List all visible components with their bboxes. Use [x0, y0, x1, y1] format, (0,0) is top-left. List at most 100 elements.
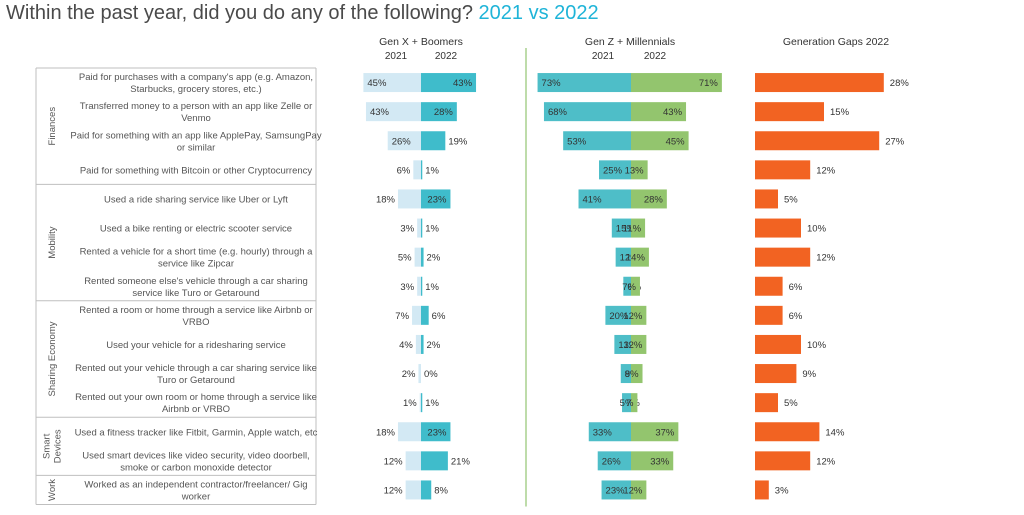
- bar-generation-gap: [755, 131, 880, 151]
- bar-generation-gap: [755, 364, 797, 384]
- bar-genx-2021: [363, 73, 421, 93]
- bar-genx-2022: [421, 334, 424, 354]
- bar-genz-2021: [563, 131, 631, 151]
- bar-genx-2021: [412, 305, 421, 325]
- category-label: Transferred money to a person with an ap…: [80, 101, 313, 124]
- data-label-genx-2021: 12%: [384, 456, 404, 467]
- bar-genz-2022: [631, 73, 722, 93]
- bar-genx-2022: [421, 73, 477, 93]
- data-label-genz-2022: 45%: [666, 136, 686, 147]
- bar-genz-2022: [631, 131, 689, 151]
- data-label-generation-gap: 5%: [784, 398, 798, 409]
- data-label-genz-2022: 11%: [623, 224, 642, 235]
- data-label-genx-2021: 18%: [376, 427, 396, 438]
- group-label: Work: [47, 479, 58, 501]
- data-label-generation-gap: 10%: [807, 340, 827, 351]
- data-label-generation-gap: 27%: [885, 136, 905, 147]
- bar-genz-2021: [620, 364, 631, 384]
- bar-genz-2021: [578, 189, 631, 209]
- bar-genx-2021: [415, 334, 421, 354]
- bar-genz-2022: [631, 218, 646, 238]
- data-label-genz-2022: 28%: [644, 194, 664, 205]
- bar-genx-2021: [414, 247, 421, 267]
- data-label-genz-2021: 26%: [602, 456, 622, 467]
- category-label: Paid for something with an app like Appl…: [70, 130, 321, 153]
- bar-genz-2022: [631, 480, 647, 500]
- data-label-genz-2022: 12%: [623, 340, 643, 351]
- bar-genx-2021: [417, 276, 421, 296]
- data-label-generation-gap: 12%: [816, 253, 836, 264]
- bar-generation-gap: [755, 305, 783, 325]
- bar-genx-2021: [397, 422, 421, 442]
- bar-genz-2022: [631, 189, 667, 209]
- bar-genz-2022: [631, 364, 643, 384]
- bar-genx-2021: [387, 131, 421, 151]
- data-label-genx-2022: 1%: [425, 282, 439, 293]
- data-label-genz-2022: 7%: [622, 282, 636, 293]
- group-label: Finances: [47, 107, 58, 146]
- category-label: Used a ride sharing service like Uber or…: [104, 194, 288, 205]
- data-label-genz-2022: 37%: [655, 427, 675, 438]
- data-label-genx-2022: 1%: [425, 224, 439, 235]
- data-label-genz-2021: 20%: [609, 311, 629, 322]
- bar-genx-2021: [413, 160, 421, 180]
- data-label-genx-2022: 21%: [451, 456, 471, 467]
- data-label-genx-2021: 2%: [402, 369, 416, 380]
- group-labels: Finances Mobility Sharing Economy SmartDevi…: [42, 107, 64, 501]
- data-label-generation-gap: 3%: [775, 485, 789, 496]
- data-label-genx-2022: 1%: [425, 165, 439, 176]
- data-label-genz-2021: 53%: [567, 136, 587, 147]
- bar-genx-2022: [421, 276, 423, 296]
- category-label: Paid for purchases with a company's app …: [79, 72, 313, 95]
- title-highlight: 2021 vs 2022: [478, 2, 599, 24]
- bar-generation-gap: [755, 102, 824, 122]
- category-label: Rented a room or home through a service …: [79, 305, 312, 328]
- data-label-generation-gap: 12%: [816, 165, 836, 176]
- data-label-genz-2022: 33%: [650, 456, 670, 467]
- bar-genx-2022: [421, 131, 446, 151]
- bar-genz-2022: [631, 334, 647, 354]
- data-label-genz-2022: 9%: [625, 369, 639, 380]
- bar-genx-2021: [397, 189, 421, 209]
- bar-genx-2022: [421, 247, 424, 267]
- bar-generation-gap: [755, 160, 811, 180]
- bar-generation-gap: [755, 451, 811, 471]
- data-label-generation-gap: 15%: [830, 107, 850, 118]
- group-label: Mobility: [47, 226, 58, 258]
- panel-headers: Gen X + Boomers 2021 2022 Gen Z + Millennia…: [379, 36, 889, 62]
- data-label-generation-gap: 5%: [784, 194, 798, 205]
- category-label: Rented a vehicle for a short time (e.g. …: [80, 247, 314, 270]
- category-label: Worked as an independent contractor/free…: [84, 479, 307, 502]
- data-label-genz-2022: 14%: [626, 253, 646, 264]
- data-label-genz-2022: 13%: [625, 165, 645, 176]
- bar-genz-2021: [588, 422, 631, 442]
- data-label-genz-2022: 5%: [620, 398, 634, 409]
- data-label-genx-2021: 3%: [400, 224, 414, 235]
- category-label: Rented someone else's vehicle through a …: [84, 276, 308, 299]
- group-label: Sharing Economy: [47, 321, 58, 396]
- bar-genz-2022: [631, 160, 648, 180]
- data-label-genx-2022: 8%: [434, 485, 448, 496]
- data-label-genx-2022: 19%: [448, 136, 468, 147]
- category-label: Rented out your vehicle through a car sh…: [75, 363, 317, 386]
- chart-title: Within the past year, did you do any of …: [6, 2, 599, 25]
- bar-genz-2021: [622, 393, 631, 413]
- bar-generation-gap: [755, 276, 783, 296]
- data-label-generation-gap: 6%: [789, 282, 803, 293]
- data-label-genx-2022: 43%: [453, 78, 473, 89]
- data-label-genx-2022: 23%: [427, 427, 447, 438]
- data-label-genx-2022: 2%: [427, 253, 441, 264]
- bar-generation-gap: [755, 218, 801, 238]
- bar-genz-2021: [615, 247, 631, 267]
- year-label-2021: 2021: [385, 51, 408, 62]
- group-label: SmartDevices: [42, 429, 64, 463]
- data-label-generation-gap: 28%: [890, 78, 910, 89]
- bar-genz-2022: [631, 393, 638, 413]
- year-label-2022: 2022: [435, 51, 458, 62]
- bar-genz-2021: [597, 451, 631, 471]
- data-label-genx-2021: 45%: [367, 78, 387, 89]
- bar-genx-2022: [421, 422, 451, 442]
- data-label-genz-2021: 23%: [606, 485, 626, 496]
- data-label-generation-gap: 6%: [789, 311, 803, 322]
